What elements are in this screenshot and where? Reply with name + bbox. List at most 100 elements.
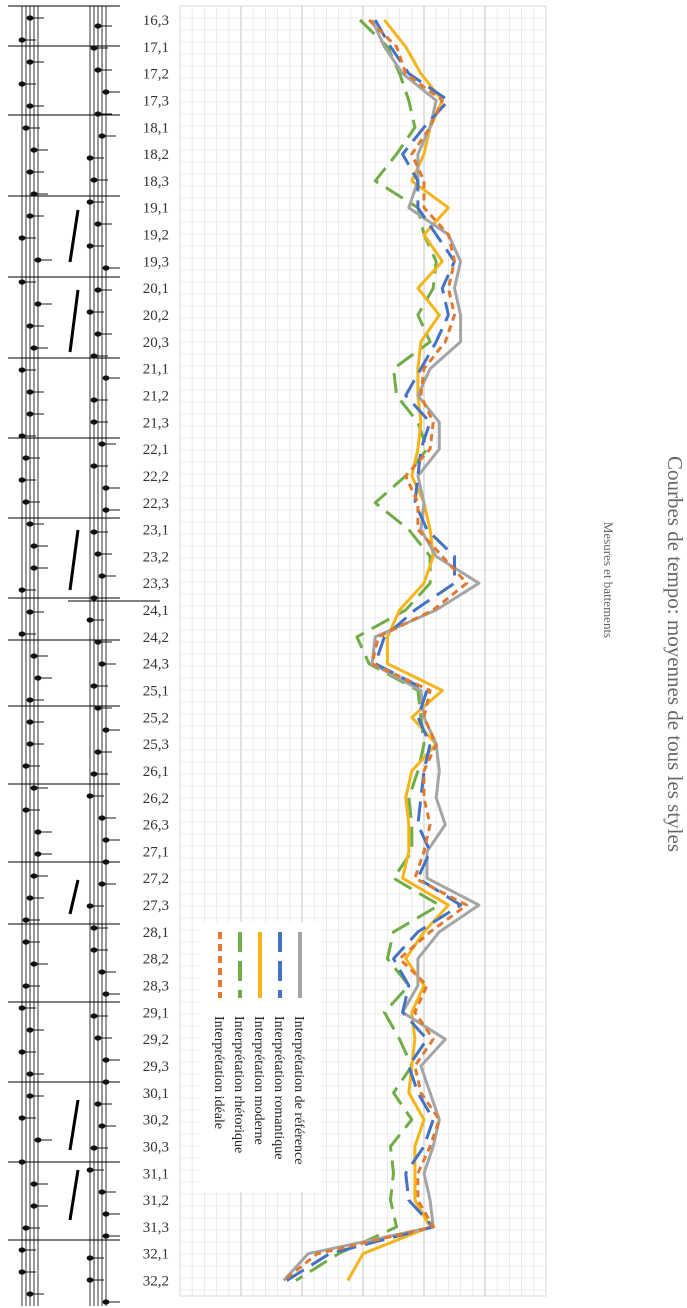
note-head (102, 859, 110, 865)
note-head (102, 1079, 110, 1085)
note-head (18, 433, 26, 439)
note-head (102, 265, 110, 271)
note-head (94, 705, 102, 711)
note-beam (68, 289, 80, 353)
tick-label: 27,3 (143, 898, 169, 914)
note-head (90, 683, 98, 689)
note-head (22, 939, 30, 945)
note-head (102, 1211, 110, 1217)
note-head (34, 301, 42, 307)
tick-label: 26,3 (143, 818, 169, 834)
note-beam (68, 1099, 80, 1151)
note-head (90, 529, 98, 535)
note-head (90, 177, 98, 183)
note-head (90, 595, 98, 601)
note-head (26, 411, 34, 417)
tick-label: 20,3 (143, 335, 169, 351)
note-head (30, 1203, 38, 1209)
note-head (22, 1225, 30, 1231)
note-head (94, 551, 102, 557)
tick-label: 27,2 (143, 871, 169, 887)
note-head (18, 631, 26, 637)
note-head (86, 793, 94, 799)
note-head (86, 1277, 94, 1283)
tick-label: 31,1 (143, 1166, 169, 1182)
legend-label: Interprétation moderne (251, 1016, 266, 1145)
note-head (22, 455, 30, 461)
tick-label: 32,1 (143, 1247, 169, 1263)
tick-label: 17,1 (143, 40, 169, 56)
note-head (30, 147, 38, 153)
note-head (18, 477, 26, 483)
tick-label: 24,1 (143, 603, 169, 619)
note-head (26, 15, 34, 21)
note-beam (68, 529, 80, 591)
tick-label: 26,2 (143, 791, 169, 807)
tick-label: 18,1 (143, 120, 169, 136)
note-head (30, 191, 38, 197)
note-head (90, 1013, 98, 1019)
note-head (90, 925, 98, 931)
note-head (26, 697, 34, 703)
tick-label: 28,2 (143, 952, 169, 968)
note-head (30, 873, 38, 879)
note-head (18, 587, 26, 593)
tick-label: 19,1 (143, 201, 169, 217)
tick-label: 23,1 (143, 523, 169, 539)
note-head (22, 983, 30, 989)
note-head (94, 1101, 102, 1107)
tick-label: 20,1 (143, 281, 169, 297)
tick-label: 24,2 (143, 630, 169, 646)
legend-label: Interprétation rhétorique (231, 1016, 246, 1153)
note-head (102, 727, 110, 733)
note-head (18, 367, 26, 373)
note-head (26, 895, 34, 901)
tick-label: 25,1 (143, 684, 169, 700)
note-head (18, 1269, 26, 1275)
note-head (90, 771, 98, 777)
series-line (286, 19, 463, 1282)
note-head (90, 463, 98, 469)
note-head (26, 1071, 34, 1077)
note-head (18, 1005, 26, 1011)
note-head (34, 1137, 42, 1143)
legend-label: Interprétation idéale (211, 1016, 226, 1129)
tick-label: 31,2 (143, 1193, 169, 1209)
legend-label: Interprétation de référence (291, 1016, 306, 1164)
note-head (18, 37, 26, 43)
note-head (26, 323, 34, 329)
tick-label: 22,1 (143, 442, 169, 458)
chart-title: Courbes de tempo: moyennes de tous les s… (663, 456, 687, 852)
note-head (98, 441, 106, 447)
note-head (18, 1049, 26, 1055)
note-head (102, 1233, 110, 1239)
note-head (86, 1167, 94, 1173)
tick-label: 17,3 (143, 93, 169, 109)
note-head (94, 1035, 102, 1041)
note-head (34, 829, 42, 835)
note-head (26, 213, 34, 219)
note-head (30, 961, 38, 967)
note-head (26, 521, 34, 527)
tick-label: 30,1 (143, 1086, 169, 1102)
tick-label: 29,2 (143, 1032, 169, 1048)
note-head (18, 235, 26, 241)
note-head (22, 125, 30, 131)
note-head (98, 1123, 106, 1129)
note-head (26, 169, 34, 175)
note-head (98, 573, 106, 579)
note-head (86, 243, 94, 249)
note-beam (68, 209, 80, 263)
note-head (26, 389, 34, 395)
note-head (26, 1027, 34, 1033)
note-head (98, 815, 106, 821)
note-head (30, 1181, 38, 1187)
tick-label: 20,2 (143, 308, 169, 324)
tick-label: 21,1 (143, 362, 169, 378)
note-head (26, 609, 34, 615)
tick-label: 17,2 (143, 67, 169, 83)
legend: Interprétation de référence Interprétatio… (200, 922, 320, 1192)
note-head (26, 1291, 34, 1297)
note-head (26, 59, 34, 65)
